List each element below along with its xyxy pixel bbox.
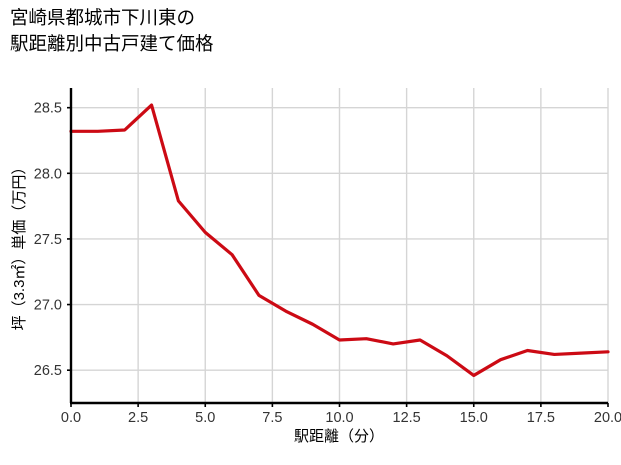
x-axis-title: 駅距離（分）	[294, 427, 384, 445]
y-tick-label: 28.0	[34, 166, 62, 182]
y-tick-label: 27.0	[34, 298, 62, 314]
y-tick-label: 26.5	[34, 363, 62, 379]
series-lines	[69, 103, 610, 378]
x-tick-label: 17.5	[527, 410, 555, 426]
y-tick-label: 27.5	[34, 232, 62, 248]
y-tick-label: 28.5	[34, 101, 62, 117]
x-tick-label: 0.0	[61, 410, 81, 426]
x-tick-label: 10.0	[325, 410, 353, 426]
chart-title: 宮崎県都城市下川東の 駅距離別中古戸建て価格	[10, 7, 214, 54]
y-axis-title: 坪（3.3㎡）単価（万円）	[11, 160, 28, 331]
data-series-line	[69, 103, 610, 378]
x-tick-label: 5.0	[195, 410, 215, 426]
x-tick-label: 7.5	[262, 410, 282, 426]
y-tick-marks	[67, 106, 71, 371]
x-tick-label: 20.0	[594, 410, 621, 426]
x-tick-label: 2.5	[128, 410, 148, 426]
grid-lines	[70, 88, 609, 403]
x-tick-label: 15.0	[460, 410, 488, 426]
x-tick-label: 12.5	[393, 410, 421, 426]
y-axis-tick-labels: 26.5 27.0 27.5 28.0 28.5	[34, 101, 62, 380]
x-axis-tick-labels: 0.0 2.5 5.0 7.5 10.0 12.5 15.0 17.5 20.0	[61, 410, 621, 426]
x-tick-marks	[70, 403, 609, 407]
